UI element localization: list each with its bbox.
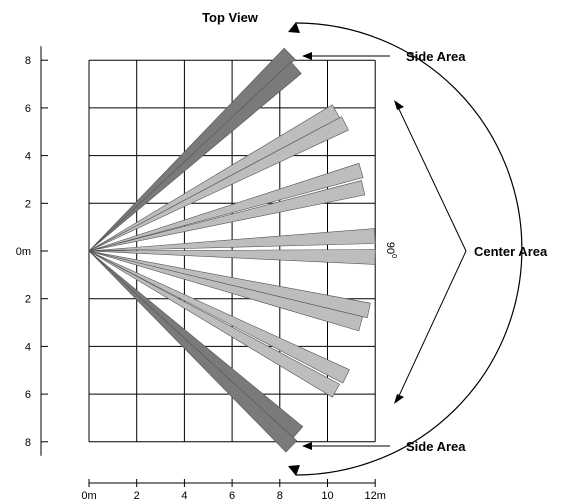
- x-tick-label: 4: [181, 490, 187, 501]
- angle-value: 90: [384, 242, 396, 254]
- center-area-arrowhead-top: [394, 100, 404, 110]
- diagram-title: Top View: [202, 10, 259, 25]
- side-area-top-arrowhead: [302, 52, 312, 60]
- x-tick-label: 6: [229, 490, 235, 501]
- svg-text:900: 900: [384, 242, 397, 258]
- y-tick-label: 2: [25, 294, 31, 306]
- angle-label: 900: [384, 242, 397, 258]
- y-tick-label: 2: [25, 198, 31, 210]
- side-area-bottom-label: Side Area: [406, 439, 466, 454]
- y-tick-label: 8: [25, 55, 31, 67]
- y-tick-label: 0m: [16, 246, 31, 258]
- y-tick-label: 6: [25, 389, 31, 401]
- x-tick-label: 12m: [364, 490, 385, 501]
- center-beam: [88, 162, 364, 252]
- side-beam: [88, 61, 302, 252]
- side-area-bottom-arrowhead: [302, 442, 312, 450]
- y-tick-label: 8: [25, 437, 31, 449]
- arc-arrow-bottom: [288, 465, 300, 476]
- center-area-arrowhead-bottom: [394, 394, 404, 404]
- center-area-line-top: [397, 106, 467, 252]
- x-tick-label: 8: [277, 490, 283, 501]
- coverage-arc: [295, 22, 523, 476]
- center-area-label: Center Area: [474, 244, 548, 259]
- x-tick-label: 10: [321, 490, 333, 501]
- y-tick-label: 6: [25, 103, 31, 115]
- center-beam: [88, 250, 341, 398]
- side-beam: [88, 250, 298, 453]
- center-beam: [88, 250, 364, 332]
- detection-beams: [88, 47, 376, 453]
- x-axis: 0m 2 4 6 8 10 12m: [81, 479, 386, 501]
- x-tick-label: 0m: [81, 490, 96, 501]
- center-beam: [88, 116, 349, 252]
- center-area-line-bottom: [397, 250, 467, 399]
- side-area-top-label: Side Area: [406, 49, 466, 64]
- y-axis: 8 6 4 2 0m 2 4 6 8: [16, 46, 48, 456]
- x-tick-label: 2: [134, 490, 140, 501]
- center-beam: [88, 249, 376, 265]
- center-beam: [88, 228, 376, 252]
- center-beam: [88, 250, 350, 384]
- center-beam: [88, 180, 366, 252]
- y-tick-label: 4: [25, 341, 31, 353]
- y-tick-label: 4: [25, 151, 31, 163]
- arc-arrow-top: [288, 22, 300, 33]
- angle-unit: 0: [390, 254, 397, 258]
